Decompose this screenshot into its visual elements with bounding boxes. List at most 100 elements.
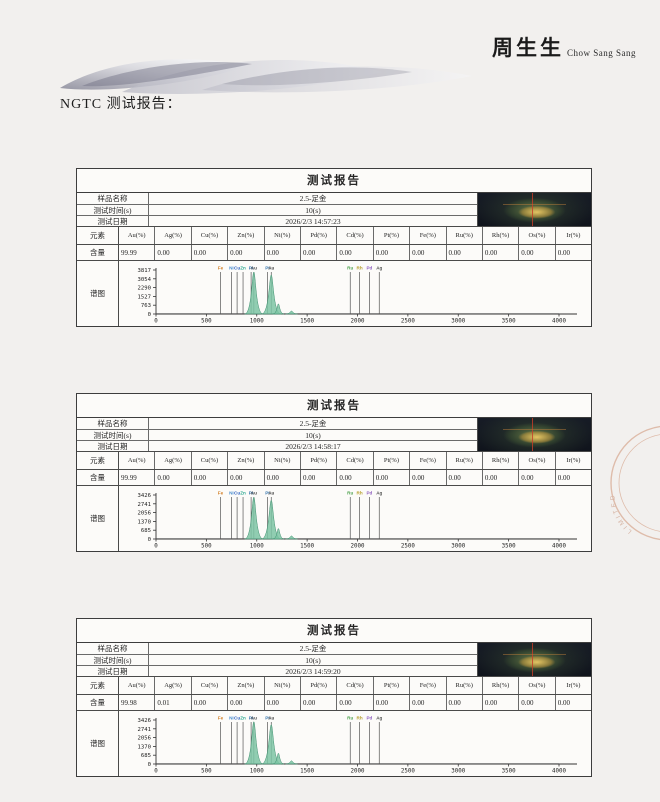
element-header-cell: Os(%): [519, 452, 556, 469]
content-value-cell: 0.00: [447, 695, 483, 710]
svg-text:2000: 2000: [351, 544, 365, 550]
content-value-cell: 0.00: [228, 245, 265, 260]
svg-text:Cu: Cu: [234, 491, 240, 496]
element-header-cell: Cu(%): [192, 677, 229, 694]
svg-text:Au: Au: [251, 266, 257, 271]
element-row-label: 元素: [77, 227, 119, 244]
element-header-cell: Os(%): [519, 227, 556, 244]
svg-text:3000: 3000: [451, 544, 465, 550]
content-value-cell: 99.99: [119, 245, 156, 260]
element-header-cell: Rh(%): [483, 677, 520, 694]
element-header-cell: Au(%): [119, 227, 156, 244]
svg-text:3426: 3426: [138, 718, 151, 724]
content-value-cell: 0.00: [265, 470, 301, 485]
field-row: 样品名称 2.5-足金: [77, 193, 477, 204]
element-header-cell: Rh(%): [483, 452, 520, 469]
svg-text:3500: 3500: [502, 544, 516, 550]
field-label-test-date: 测试日期: [77, 441, 149, 451]
svg-text:Ag: Ag: [376, 716, 382, 721]
header-swoosh-graphic: [60, 59, 472, 94]
content-value-cell: 0.00: [447, 470, 483, 485]
company-logo: 周生生 Chow Sang Sang: [492, 38, 636, 59]
svg-text:2500: 2500: [401, 544, 415, 550]
svg-text:Ru: Ru: [347, 491, 353, 496]
report-table: 测试报告 样品名称 2.5-足金 测试时间(s) 10(s) 测试日期 2026…: [76, 393, 592, 552]
field-value-test-time: 10(s): [305, 656, 321, 665]
field-label-sample-name: 样品名称: [77, 193, 149, 204]
svg-text:Fe: Fe: [218, 716, 224, 721]
content-value-cell: 0.00: [374, 245, 411, 260]
svg-text:685: 685: [141, 528, 151, 534]
content-value-cell: 0.00: [519, 470, 556, 485]
company-stamp: LIMITED: [609, 425, 660, 541]
field-row: 测试日期 2026/2/3 14:57:23: [77, 215, 477, 226]
svg-text:Pt: Pt: [249, 491, 254, 496]
field-label-test-date: 测试日期: [77, 216, 149, 226]
svg-text:Ag: Ag: [376, 266, 382, 271]
svg-text:2000: 2000: [351, 769, 365, 775]
svg-text:Au: Au: [268, 491, 274, 496]
field-row: 测试时间(s) 10(s): [77, 204, 477, 215]
content-value-cell: 0.00: [337, 470, 374, 485]
svg-text:0: 0: [148, 762, 151, 768]
content-value-cell: 0.00: [192, 695, 229, 710]
element-header-cell: Ni(%): [265, 227, 301, 244]
element-row-label: 元素: [77, 452, 119, 469]
content-value-cell: 0.00: [374, 470, 411, 485]
field-row: 测试日期 2026/2/3 14:58:17: [77, 440, 477, 451]
svg-text:Rh: Rh: [357, 491, 363, 496]
svg-text:Pd: Pd: [366, 266, 372, 271]
content-value-cell: 0.00: [447, 245, 483, 260]
element-header-cell: Fe(%): [410, 677, 447, 694]
element-header-cell: Pt(%): [374, 452, 411, 469]
svg-text:1000: 1000: [250, 544, 264, 550]
content-value-cell: 0.00: [557, 698, 570, 707]
content-value-cells: 99.99 0.00 0.00 0.00 0.00 0.00 0.00 0.00 0.00 0.0…: [119, 245, 591, 260]
svg-text:1500: 1500: [300, 769, 314, 775]
field-label-test-time: 测试时间(s): [77, 430, 149, 440]
spectrum-row-label: 谱图: [77, 711, 119, 776]
field-value-sample-name: 2.5-足金: [299, 194, 327, 203]
element-header-cell: Fe(%): [410, 452, 447, 469]
content-value-cell: 0.00: [557, 248, 570, 257]
svg-text:500: 500: [201, 544, 212, 550]
content-value-cell: 0.00: [519, 245, 556, 260]
spectrum-chart: 0 685 1370 2056 2741 3426 0 500 1000 1500 2000 2500…: [138, 491, 577, 550]
element-header-cell: Cd(%): [337, 677, 374, 694]
content-value-cell: 99.98: [119, 695, 156, 710]
svg-text:1500: 1500: [300, 544, 314, 550]
content-value-cell: 0.00: [557, 473, 570, 482]
element-header-cells: Au(%) Ag(%) Cu(%) Zn(%) Ni(%) Pd(%) Cd(%) Pt(%)…: [119, 677, 591, 694]
svg-text:Zn: Zn: [240, 716, 246, 721]
svg-text:Cu: Cu: [234, 716, 240, 721]
element-header-cell: Pd(%): [301, 227, 338, 244]
field-label-test-date: 测试日期: [77, 666, 149, 676]
content-value-cell: 0.00: [410, 470, 447, 485]
field-row: 测试时间(s) 10(s): [77, 429, 477, 440]
content-value-cell: 0.00: [483, 470, 520, 485]
svg-text:2056: 2056: [138, 511, 151, 517]
logo-chinese: 周生生: [491, 36, 564, 60]
svg-text:2000: 2000: [351, 319, 365, 325]
svg-text:3000: 3000: [451, 319, 465, 325]
field-row: 样品名称 2.5-足金: [77, 643, 477, 654]
content-value-cell: 0.00: [337, 695, 374, 710]
field-value-sample-name: 2.5-足金: [299, 644, 327, 653]
element-header-cell: Ir(%): [566, 457, 581, 464]
spectrum-chart: 0 763 1527 2290 3054 3817 0 500 1000 1500 2000 2500…: [138, 266, 577, 325]
element-header-cell: Cd(%): [337, 452, 374, 469]
field-row: 测试时间(s) 10(s): [77, 654, 477, 665]
content-value-cell: 0.00: [301, 245, 338, 260]
content-row-label: 含量: [77, 245, 119, 260]
svg-text:2500: 2500: [401, 319, 415, 325]
svg-text:Au: Au: [251, 716, 257, 721]
report-table: 测试报告 样品名称 2.5-足金 测试时间(s) 10(s) 测试日期 2026…: [76, 168, 592, 327]
element-header-cell: Ag(%): [155, 677, 192, 694]
svg-text:Rh: Rh: [357, 716, 363, 721]
svg-text:2741: 2741: [138, 727, 151, 733]
svg-text:1500: 1500: [300, 319, 314, 325]
svg-text:Ru: Ru: [347, 266, 353, 271]
field-value-test-date: 2026/2/3 14:58:17: [285, 442, 341, 451]
content-row-label: 含量: [77, 470, 119, 485]
svg-text:1000: 1000: [250, 769, 264, 775]
